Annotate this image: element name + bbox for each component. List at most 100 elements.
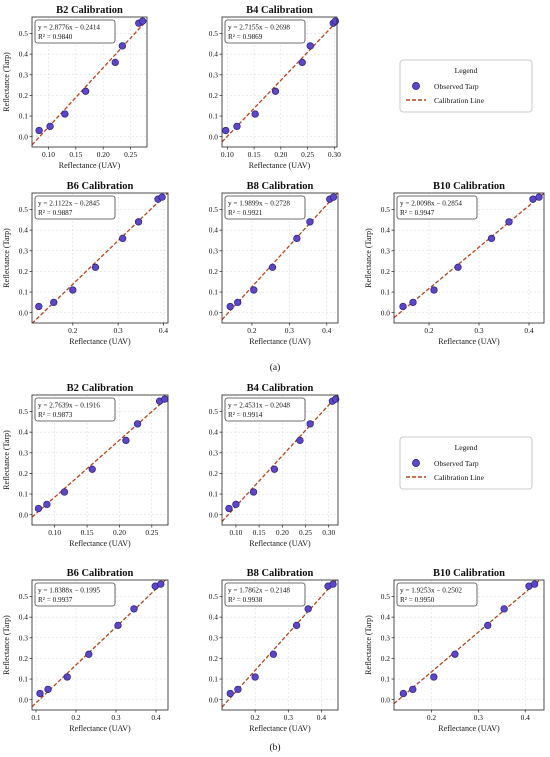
x-tick-label: 0.4 <box>524 326 534 335</box>
caption-b: (b) <box>269 742 280 753</box>
chart-panel-b6-b: 0.1 0.2 0.3 0.40.00.10.20.30.40.5B6 Calibra… <box>2 568 169 733</box>
data-point <box>222 126 230 135</box>
data-point <box>304 605 312 613</box>
data-point <box>251 110 259 118</box>
equation-label: y = 2.7155x − 0.2698 <box>228 24 290 32</box>
data-point <box>35 126 43 135</box>
data-point <box>306 218 314 226</box>
x-tick-label: 0.2 <box>251 713 261 722</box>
chart-title: B4 Calibration <box>247 383 314 394</box>
x-tick-label: 0.30 <box>322 528 335 537</box>
chart-panel-b4-b: 0.10 0.15 0.20 0.25 0.30 0.0 0.1 0.2 0.3 0.4 0.5 B4… <box>209 383 340 548</box>
y-tick-label: 0.0 <box>209 308 219 317</box>
legend-frame <box>399 436 533 490</box>
data-point <box>234 685 242 694</box>
equation-label: y = 1.7862x − 0.2148 <box>228 587 290 595</box>
x-tick-label: 0.2 <box>427 713 437 722</box>
data-point <box>34 504 43 513</box>
equation-box <box>34 397 116 422</box>
y-tick-label: 0.2 <box>209 654 219 663</box>
y-tick-label: 0.0 <box>19 510 29 519</box>
data-point <box>232 500 240 509</box>
y-tick-label: 0.2 <box>209 267 219 276</box>
y-tick-label: 0.3 <box>19 70 29 79</box>
r-squared-label: R² = 0.9873 <box>38 411 73 419</box>
equation-box <box>34 19 116 44</box>
equation-label: y = 2.4531x − 0.2048 <box>228 402 290 410</box>
plot-frame <box>393 579 545 711</box>
legend-line-label: Calibration Line <box>434 96 485 105</box>
x-tick-label: 0.3 <box>284 713 294 722</box>
plot-frame <box>221 394 339 526</box>
calibration-line <box>32 580 167 708</box>
plot-frame <box>221 192 339 324</box>
data-point <box>451 650 459 658</box>
calibration-line <box>394 193 544 319</box>
x-tick-label: 0.15 <box>248 150 261 159</box>
x-tick-label: 0.20 <box>97 150 110 159</box>
y-tick-label: 0.2 <box>381 267 391 276</box>
data-point <box>409 685 417 694</box>
y-tick-label: 0.3 <box>209 246 219 255</box>
equation-box <box>224 582 306 607</box>
data-point <box>60 488 69 496</box>
data-point <box>233 122 241 131</box>
y-tick-label: 0.1 <box>19 112 29 121</box>
data-point <box>46 122 54 131</box>
r-squared-label: R² = 0.9840 <box>38 33 73 41</box>
data-point <box>430 673 438 681</box>
chart-panel-b4-a: 0.10 0.15 0.20 0.25 0.30 0.0 0.1 0.2 0.3 0.4 0.5 B4… <box>209 5 341 170</box>
equation-label: y = 2.8776x − 0.2414 <box>38 24 100 32</box>
x-tick-label: 0.3 <box>114 326 124 335</box>
x-tick-label: 0.25 <box>299 528 312 537</box>
y-tick-label: 0.0 <box>381 695 391 704</box>
r-squared-label: R² = 0.9947 <box>400 209 435 217</box>
x-axis-label: Reflectance (UAV) <box>249 161 311 170</box>
data-point <box>399 689 408 698</box>
y-tick-label: 0.4 <box>209 613 219 622</box>
y-tick-label: 0.2 <box>19 654 29 663</box>
equation-label: y = 2.0098x − 0.2854 <box>400 200 462 208</box>
data-point <box>306 42 314 50</box>
plot-area: 0.10 0.15 0.20 0.250.00.10.20.30.40.5B2 Cal… <box>2 5 545 733</box>
y-tick-label: 0.4 <box>19 226 29 235</box>
data-point <box>226 689 234 698</box>
x-axis-label: Reflectance (UAV) <box>249 539 311 548</box>
y-tick-label: 0.5 <box>19 592 29 601</box>
y-tick-label: 0.3 <box>381 633 391 642</box>
x-axis-label: Reflectance (UAV) <box>69 337 131 346</box>
data-point <box>111 58 119 67</box>
y-tick-label: 0.5 <box>209 29 219 38</box>
data-point <box>251 673 259 681</box>
data-point <box>69 286 77 294</box>
x-tick-label: 0.3 <box>474 326 484 335</box>
y-tick-label: 0.2 <box>19 267 29 276</box>
data-point <box>50 298 58 307</box>
data-point <box>269 650 278 658</box>
chart-panel-b8-a: 0.2 0.3 0.4 0.0 0.1 0.2 0.3 0.4 0.5 B8 Calibratio… <box>209 181 339 346</box>
legend-observed-label: Observed Tarp <box>434 82 479 91</box>
data-point <box>130 605 138 613</box>
y-axis-label: Reflectance (Tarp) <box>364 615 373 675</box>
data-point <box>430 286 438 294</box>
x-tick-label: 0.15 <box>253 528 266 537</box>
legend-title: Legend <box>455 66 478 75</box>
data-point <box>298 58 306 67</box>
equation-box <box>34 195 116 220</box>
y-tick-label: 0.4 <box>19 428 29 437</box>
x-axis-label: Reflectance (UAV) <box>69 724 131 733</box>
data-point <box>226 302 234 311</box>
x-tick-label: 0.25 <box>301 150 314 159</box>
x-tick-label: 0.4 <box>151 713 161 722</box>
data-point <box>268 263 277 271</box>
y-tick-label: 0.3 <box>19 448 29 457</box>
data-point <box>91 263 100 271</box>
data-point <box>292 621 301 630</box>
chart-title: B10 Calibration <box>433 181 505 192</box>
x-tick-label: 0.4 <box>159 326 169 335</box>
x-tick-label: 0.4 <box>317 713 327 722</box>
y-axis-label: Reflectance (Tarp) <box>2 228 11 288</box>
x-axis-label: Reflectance (UAV) <box>249 724 311 733</box>
y-tick-label: 0.0 <box>381 308 391 317</box>
